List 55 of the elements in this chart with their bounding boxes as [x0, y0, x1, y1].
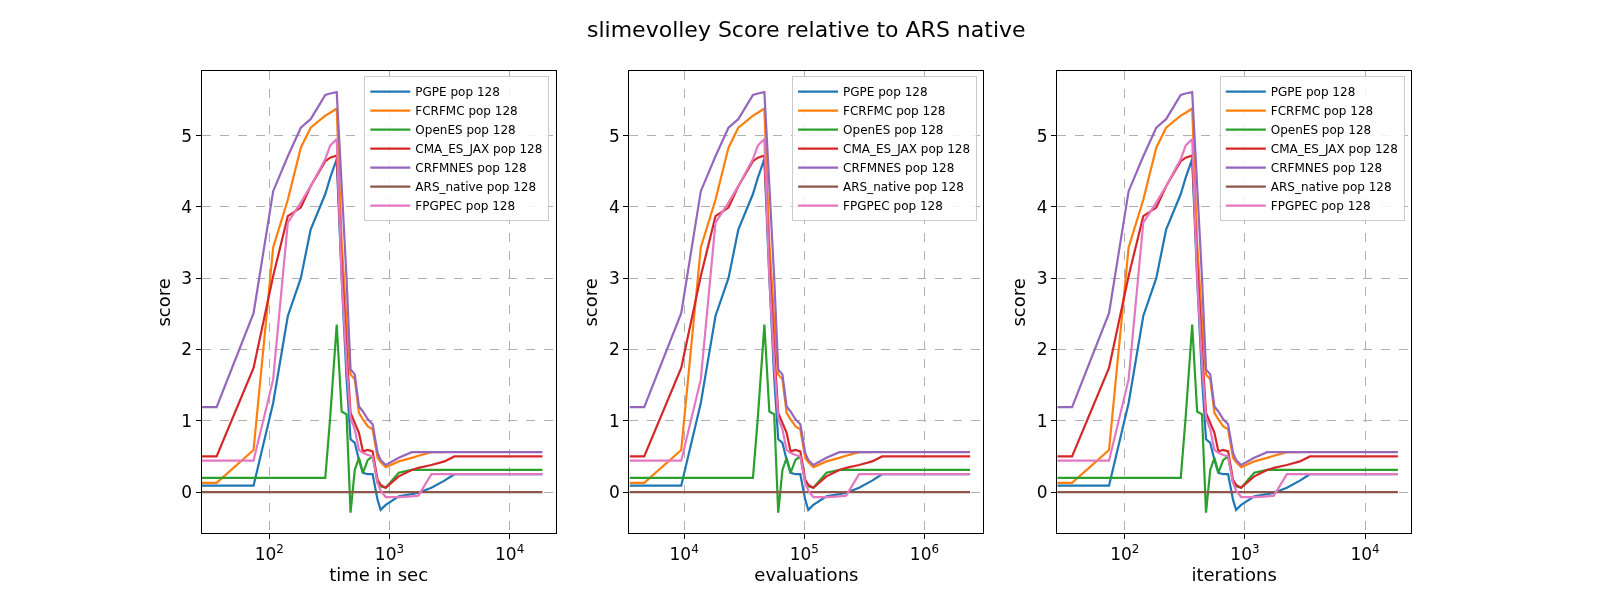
legend-label: CRFMNES pop 128	[1270, 161, 1383, 176]
x-tick-label: 10$^{5}$	[789, 541, 819, 564]
y-tick-label: 2	[609, 339, 620, 360]
legend-label: CMA_ES_JAX pop 128	[1270, 142, 1398, 157]
y-tick-label: 3	[1036, 268, 1048, 289]
chart-title: slimevolley Score relative to ARS native	[587, 17, 1026, 42]
legend-label: PGPE pop 128	[1270, 85, 1356, 100]
x-tick-label: 10$^{4}$	[669, 541, 699, 564]
legend-label: OpenES pop 128	[415, 123, 516, 138]
y-tick-label: 1	[609, 410, 620, 431]
y-tick-label: 1	[1036, 410, 1048, 431]
x-tick-label: 10$^{2}$	[1110, 541, 1140, 564]
legend-label: PGPE pop 128	[415, 85, 500, 100]
y-tick-label: 5	[609, 125, 620, 146]
y-tick-label: 2	[181, 339, 193, 360]
legend-label: FCRFMC pop 128	[415, 104, 518, 119]
x-tick-label: 10$^{4}$	[495, 541, 525, 564]
y-tick-label: 5	[181, 125, 193, 146]
y-tick-label: 0	[1036, 482, 1048, 502]
legend-label: ARS_native pop 128	[415, 180, 537, 195]
y-tick-label: 3	[609, 268, 620, 289]
legend-label: CMA_ES_JAX pop 128	[843, 142, 971, 157]
legend-label: CRFMNES pop 128	[843, 161, 955, 176]
legend-label: ARS_native pop 128	[843, 180, 964, 195]
legend-label: FCRFMC pop 128	[843, 104, 946, 119]
legend-label: OpenES pop 128	[843, 123, 944, 138]
legend-label: FPGPEC pop 128	[415, 199, 516, 214]
y-tick-label: 4	[181, 196, 193, 217]
legend-label: ARS_native pop 128	[1270, 180, 1392, 195]
y-tick-label: 3	[181, 268, 193, 289]
x-tick-label: 10$^{2}$	[254, 541, 284, 564]
legend-label: FPGPEC pop 128	[1270, 199, 1371, 214]
y-tick-label: 4	[1036, 196, 1048, 217]
y-tick-label: 5	[1036, 125, 1048, 146]
x-tick-label: 10$^{6}$	[909, 541, 940, 564]
legend-label: PGPE pop 128	[843, 85, 928, 100]
legend-label: CMA_ES_JAX pop 128	[415, 142, 543, 157]
legend-label: FCRFMC pop 128	[1270, 104, 1374, 119]
x-axis-title: iterations	[1191, 563, 1277, 585]
y-tick-label: 0	[181, 482, 193, 502]
y-tick-label: 0	[609, 482, 620, 502]
y-axis-title: score	[1008, 278, 1030, 327]
y-axis-title: score	[580, 278, 602, 327]
y-tick-label: 1	[181, 410, 193, 431]
x-tick-label: 10$^{3}$	[1230, 541, 1260, 564]
x-tick-label: 10$^{4}$	[1350, 541, 1380, 564]
y-tick-label: 2	[1036, 339, 1048, 360]
legend-label: CRFMNES pop 128	[415, 161, 527, 176]
y-tick-label: 4	[609, 196, 620, 217]
y-axis-title: score	[152, 278, 174, 327]
legend-label: OpenES pop 128	[1270, 123, 1372, 138]
x-tick-label: 10$^{3}$	[374, 541, 405, 564]
x-axis-title: time in sec	[329, 563, 429, 585]
legend-label: FPGPEC pop 128	[843, 199, 943, 214]
x-axis-title: evaluations	[754, 563, 859, 585]
